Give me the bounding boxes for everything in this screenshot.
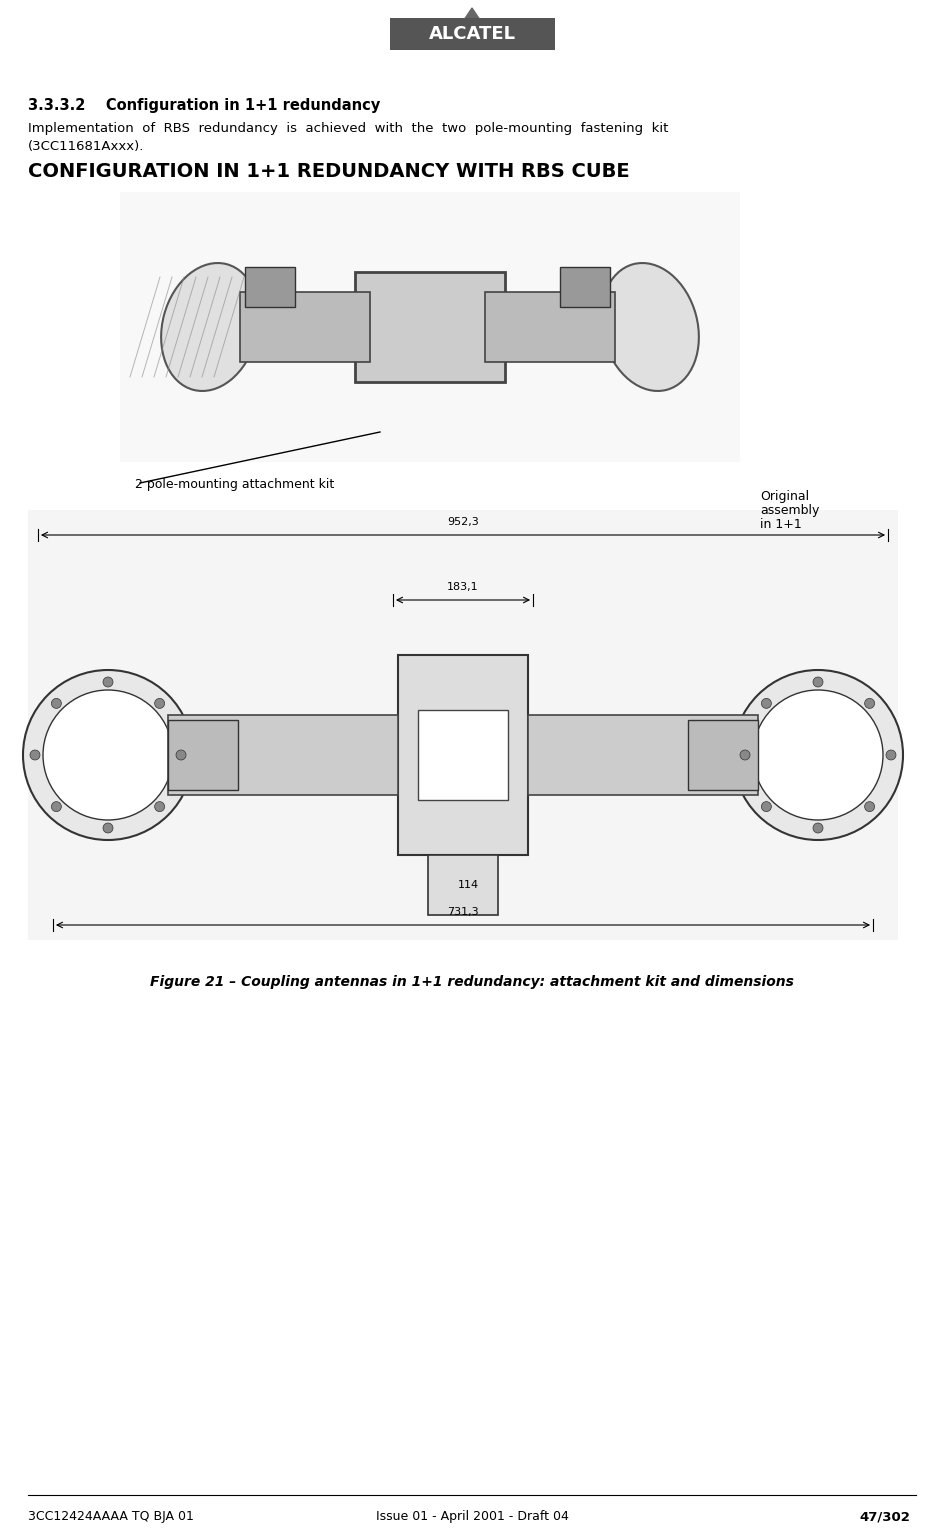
Bar	[355, 272, 505, 382]
Circle shape	[813, 677, 823, 688]
Circle shape	[51, 698, 61, 709]
Circle shape	[740, 750, 750, 759]
Circle shape	[43, 691, 173, 821]
Circle shape	[23, 669, 193, 840]
Text: assembly: assembly	[760, 504, 819, 516]
Text: Implementation  of  RBS  redundancy  is  achieved  with  the  two  pole-mounting: Implementation of RBS redundancy is achi…	[28, 122, 668, 134]
Text: Figure 21 – Coupling antennas in 1+1 redundancy: attachment kit and dimensions: Figure 21 – Coupling antennas in 1+1 red…	[150, 975, 794, 989]
Text: 731,3: 731,3	[447, 908, 479, 917]
Bar	[398, 656, 528, 856]
Polygon shape	[460, 8, 484, 26]
Text: 3.3.3.2    Configuration in 1+1 redundancy: 3.3.3.2 Configuration in 1+1 redundancy	[28, 98, 380, 113]
Text: in 1+1: in 1+1	[760, 518, 801, 532]
Text: 2 pole-mounting attachment kit: 2 pole-mounting attachment kit	[135, 478, 334, 490]
Circle shape	[762, 802, 771, 811]
Circle shape	[103, 824, 113, 833]
Text: 952,3: 952,3	[447, 516, 479, 527]
Text: ALCATEL: ALCATEL	[429, 24, 516, 43]
Text: 114: 114	[458, 880, 479, 889]
Bar	[428, 856, 498, 915]
Bar	[688, 720, 758, 790]
Bar	[168, 715, 398, 795]
Bar	[485, 292, 615, 362]
Bar	[418, 711, 508, 801]
Circle shape	[865, 802, 875, 811]
Bar	[245, 267, 295, 307]
Text: 47/302: 47/302	[859, 1510, 910, 1523]
Bar	[168, 720, 238, 790]
Text: Issue 01 - April 2001 - Draft 04: Issue 01 - April 2001 - Draft 04	[376, 1510, 568, 1523]
Bar	[390, 18, 555, 50]
Circle shape	[733, 669, 903, 840]
Ellipse shape	[601, 263, 699, 391]
Circle shape	[886, 750, 896, 759]
Circle shape	[813, 824, 823, 833]
Circle shape	[762, 698, 771, 709]
Text: (3CC11681Axxx).: (3CC11681Axxx).	[28, 141, 144, 153]
Circle shape	[865, 698, 875, 709]
Text: Original: Original	[760, 490, 809, 503]
Circle shape	[51, 802, 61, 811]
Circle shape	[103, 677, 113, 688]
Bar	[560, 267, 610, 307]
Circle shape	[155, 698, 164, 709]
Text: 3CC12424AAAA TQ BJA 01: 3CC12424AAAA TQ BJA 01	[28, 1510, 194, 1523]
Circle shape	[176, 750, 186, 759]
Circle shape	[753, 691, 883, 821]
Ellipse shape	[161, 263, 259, 391]
Circle shape	[155, 802, 164, 811]
Bar	[120, 193, 740, 461]
Bar	[240, 292, 370, 362]
Bar	[528, 715, 758, 795]
Circle shape	[30, 750, 40, 759]
Text: 183,1: 183,1	[447, 582, 479, 591]
Bar	[28, 510, 898, 940]
Text: CONFIGURATION IN 1+1 REDUNDANCY WITH RBS CUBE: CONFIGURATION IN 1+1 REDUNDANCY WITH RBS…	[28, 162, 630, 180]
